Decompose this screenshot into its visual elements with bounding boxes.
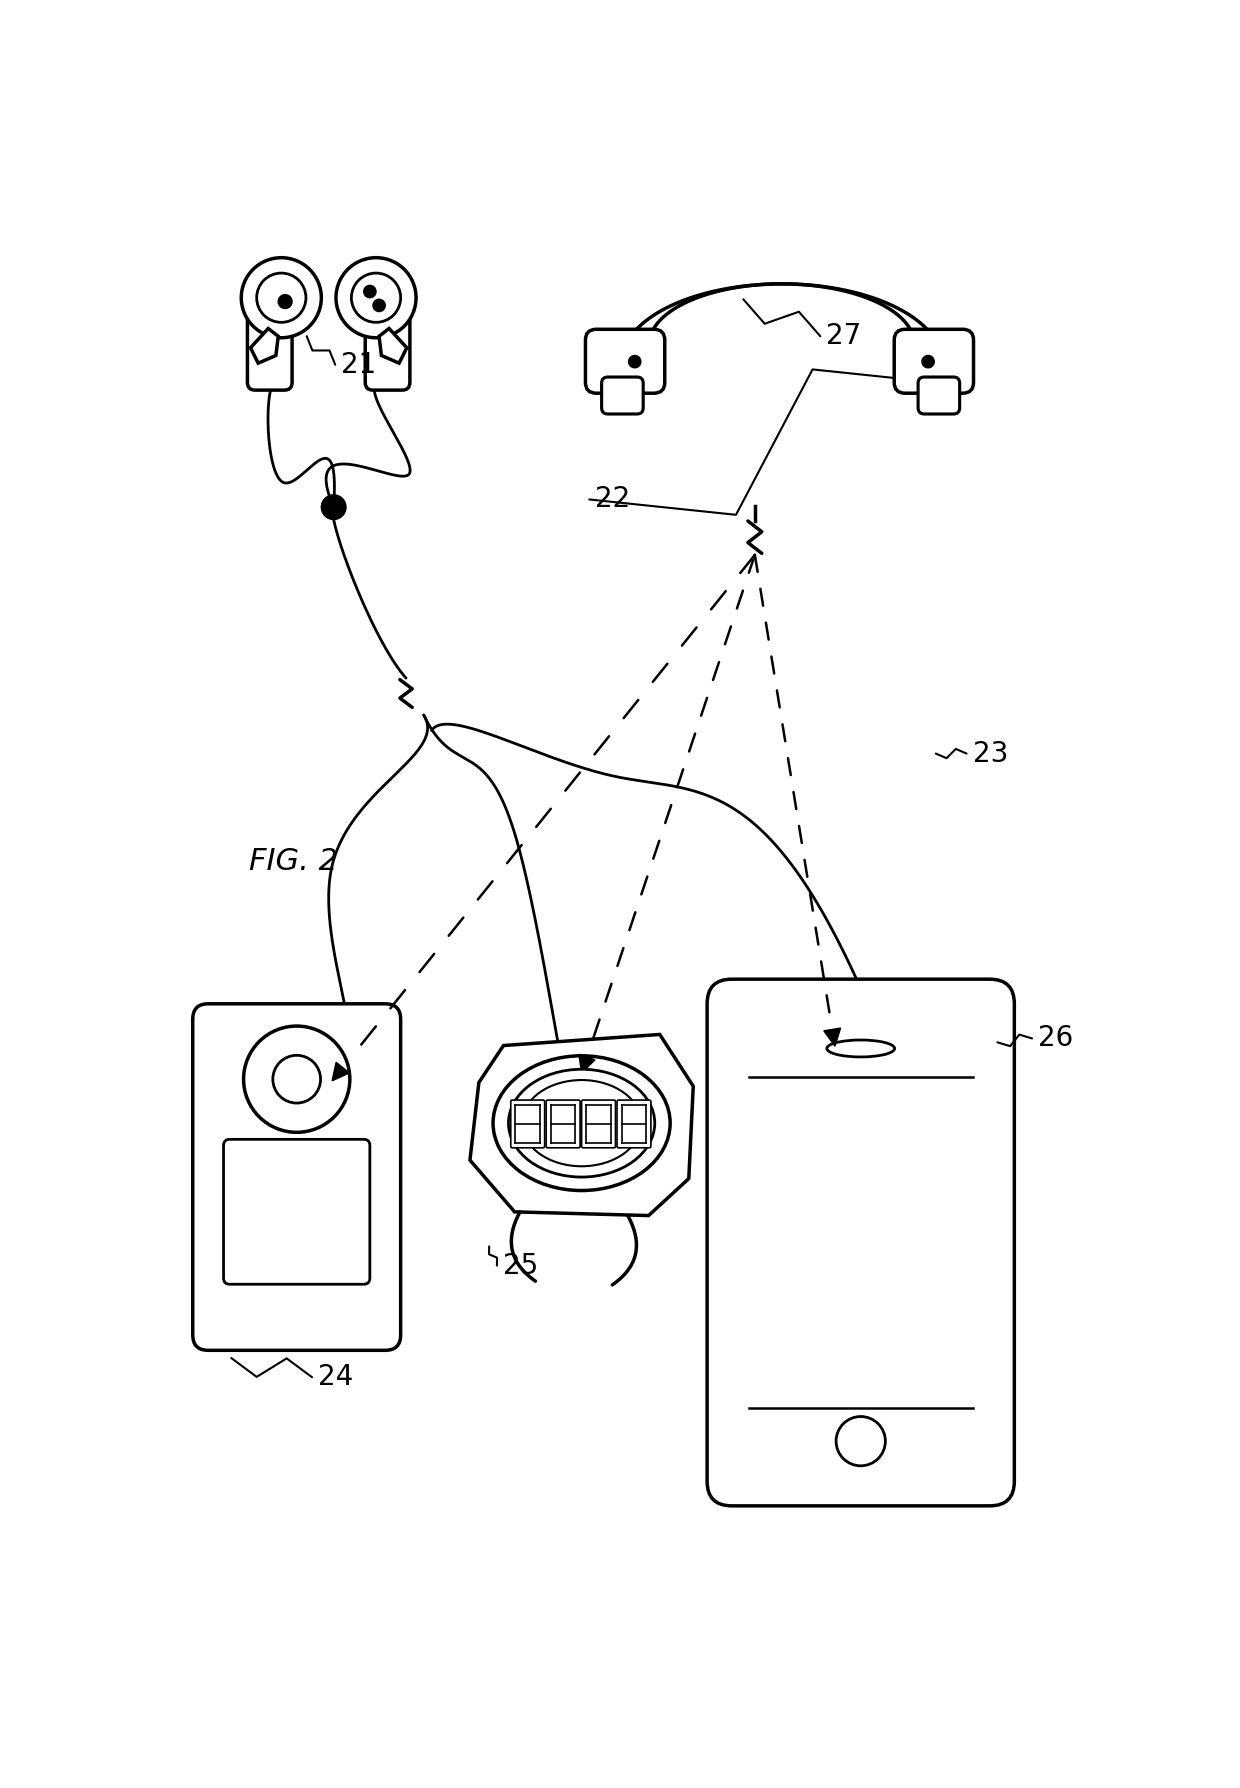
Circle shape [278, 295, 293, 309]
Circle shape [336, 257, 417, 338]
Polygon shape [250, 329, 278, 363]
Polygon shape [470, 1035, 693, 1216]
Circle shape [321, 495, 346, 520]
Circle shape [363, 286, 376, 299]
FancyBboxPatch shape [192, 1003, 401, 1350]
Circle shape [921, 356, 934, 368]
FancyBboxPatch shape [918, 377, 960, 415]
Polygon shape [823, 1028, 841, 1046]
FancyBboxPatch shape [618, 1100, 651, 1148]
FancyBboxPatch shape [248, 306, 293, 390]
FancyBboxPatch shape [707, 980, 1014, 1505]
Circle shape [242, 257, 321, 338]
Text: 24: 24 [319, 1362, 353, 1391]
Circle shape [351, 274, 401, 322]
Text: 25: 25 [503, 1252, 538, 1280]
Text: 27: 27 [826, 322, 862, 350]
FancyBboxPatch shape [511, 1100, 544, 1148]
Circle shape [836, 1416, 885, 1466]
Text: 22: 22 [595, 486, 631, 513]
Text: 21: 21 [341, 350, 377, 379]
Circle shape [243, 1026, 350, 1132]
FancyBboxPatch shape [582, 1100, 615, 1148]
FancyBboxPatch shape [546, 1100, 580, 1148]
Circle shape [373, 299, 386, 311]
Text: FIG. 2: FIG. 2 [249, 848, 339, 876]
Circle shape [257, 274, 306, 322]
FancyBboxPatch shape [894, 329, 973, 393]
Ellipse shape [494, 1055, 670, 1191]
FancyBboxPatch shape [585, 329, 665, 393]
Text: 23: 23 [972, 740, 1008, 767]
FancyBboxPatch shape [223, 1139, 370, 1284]
Ellipse shape [508, 1069, 655, 1177]
Ellipse shape [827, 1041, 894, 1057]
Circle shape [629, 356, 641, 368]
FancyBboxPatch shape [601, 377, 644, 415]
Polygon shape [579, 1055, 595, 1073]
Circle shape [273, 1055, 321, 1103]
Polygon shape [379, 329, 407, 363]
Polygon shape [332, 1062, 350, 1080]
Text: 26: 26 [1038, 1025, 1074, 1053]
FancyBboxPatch shape [366, 306, 410, 390]
Ellipse shape [522, 1080, 641, 1166]
